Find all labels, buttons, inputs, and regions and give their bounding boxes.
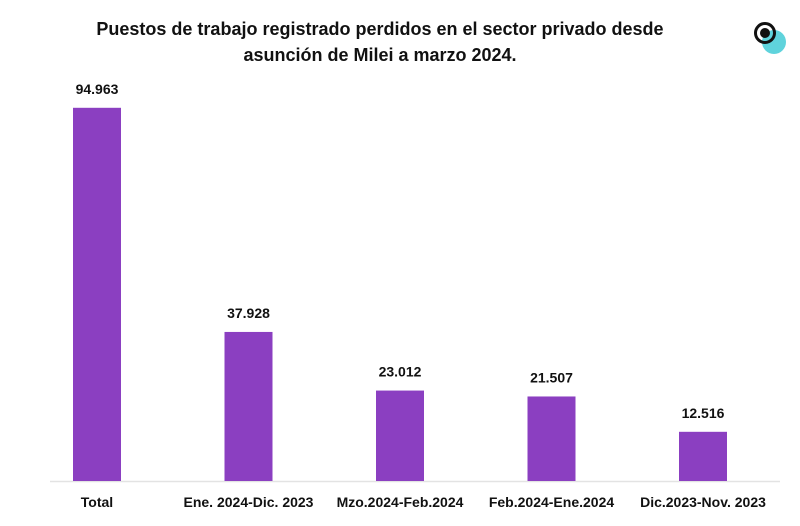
bar — [527, 396, 576, 481]
data-label: 37.928 — [227, 305, 270, 321]
x-tick-label: Feb.2024-Ene.2024 — [489, 494, 615, 510]
x-tick-label: Total — [81, 494, 113, 510]
x-tick-label: Dic.2023-Nov. 2023 — [640, 494, 766, 510]
brand-logo-icon — [752, 20, 792, 56]
bar — [376, 390, 424, 481]
data-label: 21.507 — [530, 369, 573, 385]
x-tick-label: Mzo.2024-Feb.2024 — [337, 494, 464, 510]
bar — [73, 107, 121, 481]
data-label: 23.012 — [379, 364, 422, 380]
data-label: 94.963 — [76, 81, 119, 97]
data-label: 12.516 — [682, 405, 725, 421]
x-tick-label: Ene. 2024-Dic. 2023 — [184, 494, 314, 510]
bar — [224, 331, 273, 481]
chart-title: Puestos de trabajo registrado perdidos e… — [96, 19, 664, 65]
bar — [679, 431, 727, 481]
